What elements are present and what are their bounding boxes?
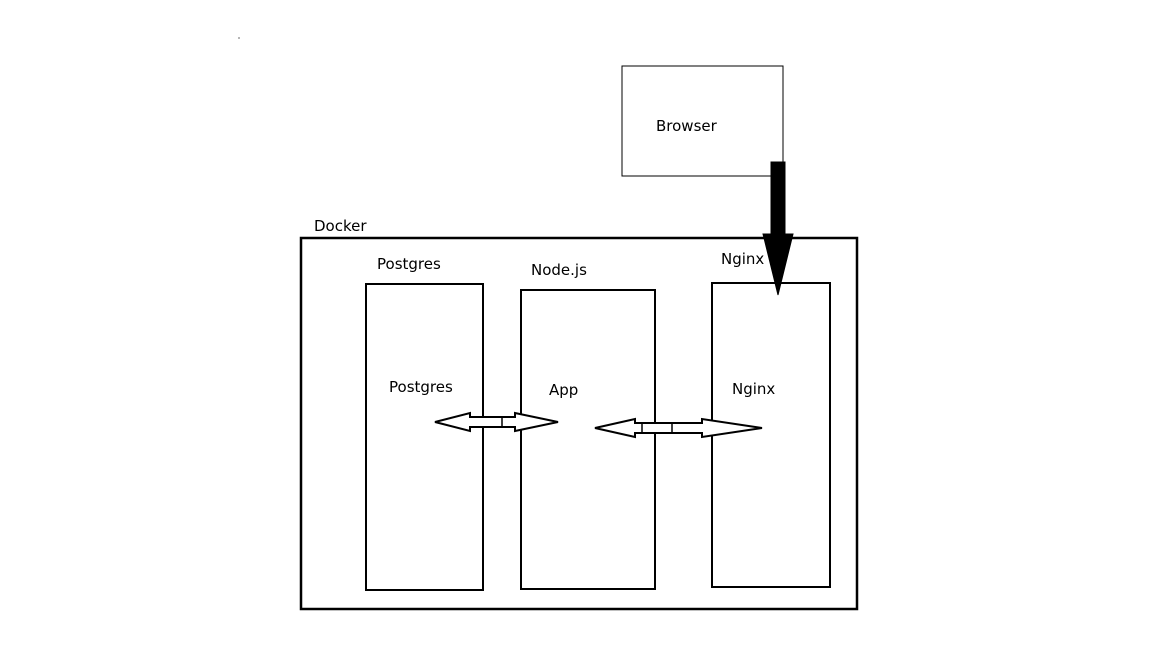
nodejs-title: Node.js (531, 261, 587, 279)
browser-label: Browser (656, 117, 718, 135)
container-postgres: Postgres Postgres (365, 255, 484, 591)
docker-node: Docker (299, 217, 859, 611)
double-arrow-icon (594, 417, 763, 439)
container-nodejs: Node.js App (520, 261, 656, 590)
arrow-browser-nginx (762, 161, 794, 296)
arrow-app-nginx (594, 417, 763, 439)
double-arrow-icon (434, 411, 559, 433)
docker-label: Docker (314, 217, 367, 235)
down-arrow-icon (762, 161, 794, 296)
nodejs-service-label: App (549, 381, 578, 399)
nodejs-box (520, 289, 656, 590)
nginx-box (711, 282, 831, 588)
docker-box (299, 236, 859, 611)
stray-dot (238, 37, 240, 39)
postgres-title: Postgres (377, 255, 441, 273)
nginx-service-label: Nginx (732, 380, 775, 398)
postgres-box (365, 283, 484, 591)
browser-node: Browser (621, 65, 784, 177)
browser-box (621, 65, 784, 177)
container-nginx: Nginx Nginx (711, 250, 831, 588)
arrow-postgres-app (434, 411, 559, 433)
nginx-title: Nginx (721, 250, 764, 268)
postgres-service-label: Postgres (389, 378, 453, 396)
